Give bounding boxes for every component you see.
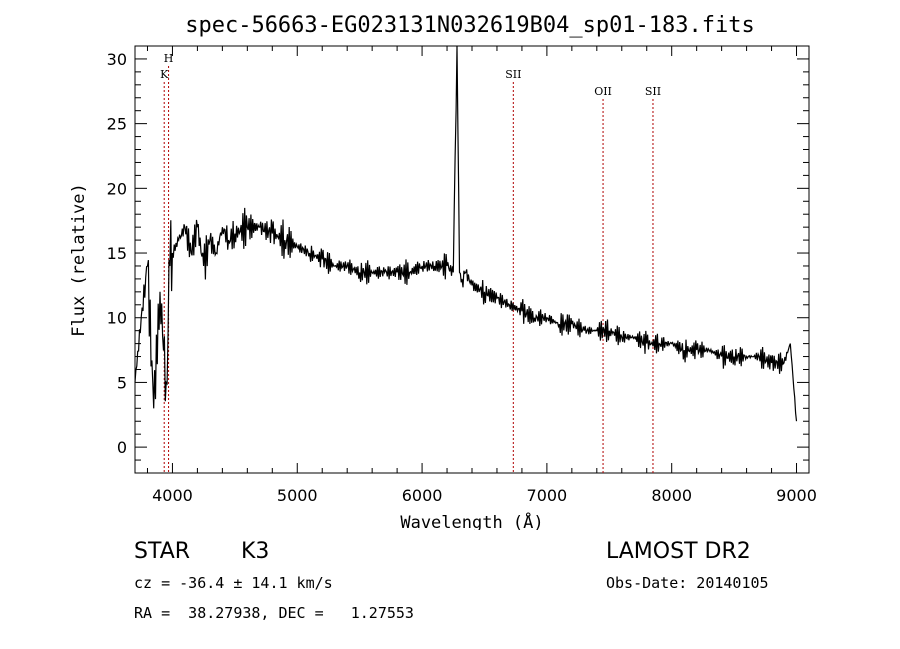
x-tick-label: 9000 bbox=[776, 486, 817, 505]
reference-line-label: SII bbox=[505, 68, 521, 81]
observation-date: Obs-Date: 20140105 bbox=[606, 574, 769, 592]
reference-lines: HK SII OII SII bbox=[160, 52, 661, 473]
reference-line-label: SII bbox=[645, 85, 661, 98]
y-tick-label: 10 bbox=[107, 309, 127, 328]
y-tick-label: 5 bbox=[117, 373, 127, 392]
y-tick-label: 20 bbox=[107, 179, 127, 198]
spectrum-series-line bbox=[134, 45, 798, 422]
axis-ticks: 4000 5000 6000 7000 8000 9000 0 5 10 15 20 25 30 bbox=[107, 45, 817, 505]
reference-line-label: H bbox=[164, 52, 174, 65]
y-tick-label: 0 bbox=[117, 438, 127, 457]
object-subclass: K3 bbox=[241, 539, 270, 564]
survey-name: LAMOST DR2 bbox=[606, 539, 751, 564]
sky-coordinates: RA = 38.27938, DEC = 1.27553 bbox=[134, 604, 414, 622]
spectrum-chart: spec-56663-EG023131N032619B04_sp01-183.f… bbox=[69, 13, 817, 530]
plot-frame bbox=[134, 45, 810, 474]
x-tick-label: 6000 bbox=[402, 486, 443, 505]
y-axis-label: Flux (relative) bbox=[69, 183, 89, 337]
x-tick-label: 8000 bbox=[651, 486, 692, 505]
object-class: STAR bbox=[134, 539, 191, 564]
x-tick-label: 5000 bbox=[277, 486, 318, 505]
x-axis-label: Wavelength (Å) bbox=[400, 511, 543, 530]
reference-line-label: K bbox=[160, 68, 169, 81]
y-tick-label: 15 bbox=[107, 244, 127, 263]
y-tick-label: 25 bbox=[107, 115, 127, 134]
chart-title: spec-56663-EG023131N032619B04_sp01-183.f… bbox=[185, 13, 755, 38]
y-tick-label: 30 bbox=[107, 50, 127, 69]
x-tick-label: 7000 bbox=[527, 486, 568, 505]
x-tick-label: 4000 bbox=[152, 486, 193, 505]
reference-line-label: OII bbox=[594, 85, 612, 98]
redshift-cz: cz = -36.4 ± 14.1 km/s bbox=[134, 574, 333, 592]
